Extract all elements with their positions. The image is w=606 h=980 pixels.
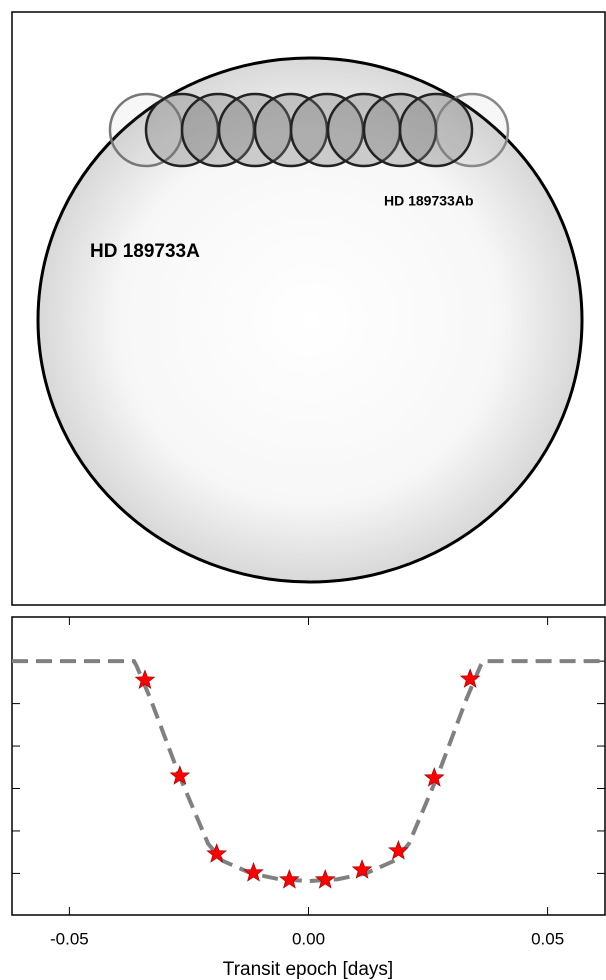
- data-point: [134, 669, 156, 689]
- data-point: [206, 843, 228, 863]
- data-point: [169, 765, 191, 785]
- data-point: [423, 767, 445, 787]
- data-point: [279, 868, 300, 889]
- planet-label: HD 189733Ab: [384, 193, 474, 209]
- planet-positions: [108, 92, 510, 168]
- star-disk: [36, 56, 584, 584]
- data-point: [314, 868, 336, 889]
- star-label: HD 189733A: [90, 241, 200, 262]
- data-point: [388, 840, 409, 860]
- model-curve: [12, 659, 605, 884]
- data-point: [459, 668, 481, 688]
- data-point: [351, 859, 373, 879]
- x-axis-label: Transit epoch [days]: [223, 959, 393, 980]
- x-tick-label: -0.05: [50, 929, 89, 948]
- x-tick-label: 0.05: [531, 929, 564, 948]
- data-point: [243, 862, 264, 882]
- x-tick-label: 0.00: [292, 929, 325, 948]
- plot-frame: [11, 616, 606, 916]
- planet-disk: [398, 92, 474, 168]
